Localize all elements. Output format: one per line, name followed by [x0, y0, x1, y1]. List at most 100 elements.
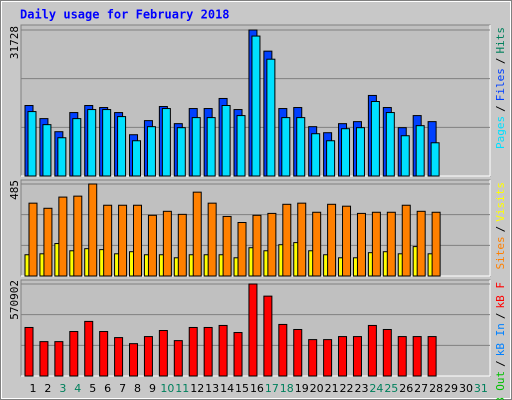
bar — [311, 133, 321, 177]
bar — [43, 207, 53, 277]
bar — [312, 211, 322, 277]
x-tick-label: 18 — [280, 382, 294, 395]
bar — [27, 111, 37, 177]
x-tick-label: 31 — [474, 382, 488, 395]
bar — [233, 332, 243, 377]
bar — [400, 135, 410, 177]
legend-entry: kB F — [494, 282, 507, 309]
bar — [371, 211, 381, 277]
legend-separator: / — [494, 226, 507, 233]
bar — [203, 326, 213, 377]
x-tick-label: 29 — [444, 382, 458, 395]
bar — [297, 202, 307, 277]
bar — [326, 140, 336, 177]
bar — [341, 128, 351, 177]
bar — [412, 336, 422, 377]
x-tick-label: 11 — [175, 382, 189, 395]
bar — [221, 105, 231, 177]
bar — [57, 137, 67, 177]
x-tick-label: 28 — [429, 382, 443, 395]
x-tick-label: 7 — [119, 382, 126, 395]
legend-separator: / — [494, 105, 507, 112]
bar — [191, 117, 201, 177]
bar — [248, 283, 258, 377]
bar — [69, 331, 79, 377]
bar — [54, 341, 64, 377]
x-tick-label: 3 — [59, 382, 66, 395]
bar — [327, 203, 337, 277]
bar — [415, 125, 425, 177]
bar — [342, 205, 352, 277]
bar — [416, 210, 426, 277]
bar — [133, 204, 143, 277]
x-tick-label: 22 — [340, 382, 354, 395]
bar — [431, 211, 441, 277]
legend-separator: / — [494, 58, 507, 65]
legend-entry: Pages — [494, 116, 507, 149]
bar — [177, 213, 187, 277]
bar — [42, 124, 52, 177]
y-tick-label: 570902 — [8, 280, 21, 320]
x-tick-label: 19 — [295, 382, 309, 395]
x-tick-label: 12 — [190, 382, 204, 395]
bar — [278, 323, 288, 377]
bar — [28, 202, 38, 277]
bar — [338, 336, 348, 377]
bar — [401, 204, 411, 277]
bar — [147, 214, 157, 277]
y-tick-label: 31728 — [8, 26, 21, 59]
x-tick-label: 25 — [384, 382, 398, 395]
bar — [207, 202, 217, 277]
bar — [218, 324, 228, 377]
bar — [355, 127, 365, 177]
bar — [323, 339, 333, 377]
bar — [236, 115, 246, 177]
bar — [386, 211, 396, 277]
bar — [352, 336, 362, 377]
x-tick-label: 27 — [414, 382, 428, 395]
bar — [382, 328, 392, 377]
bar — [263, 295, 273, 377]
bar — [118, 204, 128, 277]
x-tick-label: 16 — [250, 382, 264, 395]
bar — [251, 35, 261, 177]
bar — [293, 328, 303, 377]
x-tick-label: 15 — [235, 382, 249, 395]
bar — [252, 214, 262, 277]
legend-entry: Hits — [494, 27, 507, 54]
bar — [397, 336, 407, 377]
bar — [237, 222, 247, 277]
bar — [58, 196, 68, 277]
bar — [176, 127, 186, 177]
bar — [385, 112, 395, 177]
legend-entry: Visits — [494, 182, 507, 222]
legend-entry: kB In — [494, 323, 507, 356]
x-tick-label: 2 — [44, 382, 51, 395]
bar — [161, 108, 171, 177]
bar — [222, 215, 232, 277]
bar — [356, 212, 366, 277]
bar — [296, 117, 306, 177]
bar — [132, 140, 142, 177]
bar — [308, 339, 318, 377]
bar — [84, 320, 94, 377]
bar — [281, 117, 291, 177]
legend-entry: kB Out — [494, 371, 507, 400]
bar — [143, 336, 153, 377]
bar — [88, 183, 98, 277]
x-tick-label: 17 — [265, 382, 279, 395]
y-tick-label: 485 — [8, 180, 21, 200]
bar — [192, 191, 202, 277]
x-tick-label: 14 — [220, 382, 234, 395]
x-tick-label: 24 — [369, 382, 383, 395]
x-tick-label: 20 — [310, 382, 324, 395]
bar — [102, 109, 112, 177]
bar — [266, 58, 276, 177]
chart-title: Daily usage for February 2018 — [20, 8, 230, 22]
x-tick-label: 9 — [149, 382, 156, 395]
bar — [267, 212, 277, 277]
bar — [73, 195, 83, 277]
x-tick-label: 1 — [30, 382, 37, 395]
